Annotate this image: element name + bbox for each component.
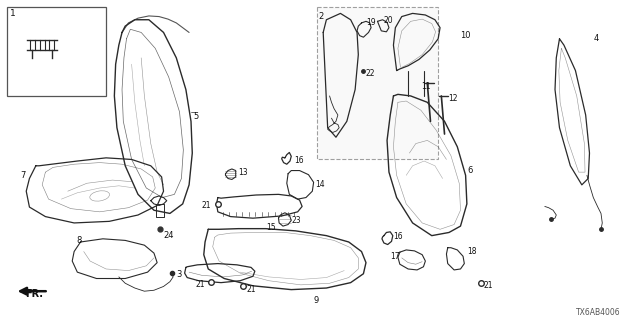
Text: 21: 21 [202,201,211,210]
Text: 21: 21 [246,285,256,294]
Text: 18: 18 [467,247,476,256]
Bar [28,40,57,58]
Text: 23: 23 [292,216,301,225]
Text: 9: 9 [314,296,319,305]
Text: 17: 17 [390,252,400,260]
Text: TX6AB4006: TX6AB4006 [575,308,620,317]
Text: 16: 16 [294,156,304,164]
Text: 15: 15 [266,223,275,232]
Text: 12: 12 [448,94,457,103]
Text: 13: 13 [238,168,248,177]
Text: 8: 8 [76,236,81,245]
Bar [7,7,106,96]
Text: 20: 20 [384,16,394,25]
Text: 14: 14 [315,180,324,189]
Text: 2: 2 [319,12,324,21]
Bar [317,7,438,159]
Text: 1: 1 [10,9,16,18]
Text: 22: 22 [366,69,376,78]
Text: 19: 19 [366,18,376,27]
Text: 10: 10 [461,31,471,40]
Text: 3: 3 [176,270,182,279]
Text: 7: 7 [20,171,25,180]
Text: 16: 16 [394,232,403,242]
Text: 4: 4 [593,34,598,43]
Text: 11: 11 [421,82,431,91]
Text: 6: 6 [467,166,472,175]
Text: 24: 24 [164,231,174,240]
Text: 21: 21 [483,281,493,290]
Text: 5: 5 [193,112,199,121]
Text: FR.: FR. [25,289,43,299]
Text: 21: 21 [195,280,205,289]
